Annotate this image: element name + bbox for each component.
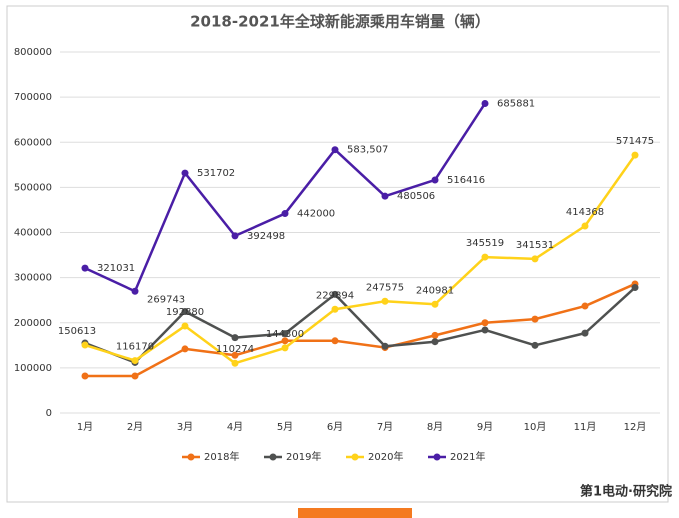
point: [431, 300, 439, 308]
point: [331, 146, 339, 154]
point: [381, 297, 389, 305]
legend-label: 2020年: [368, 450, 403, 463]
data-label: 480506: [397, 191, 435, 202]
point: [231, 334, 239, 342]
point: [131, 357, 139, 365]
data-label: 116170: [116, 342, 154, 353]
x-tick-label: 5月: [277, 421, 293, 433]
y-tick-label: 200000: [14, 318, 52, 329]
point: [381, 342, 389, 350]
x-tick-label: 2月: [127, 421, 143, 433]
legend-marker: [351, 453, 359, 461]
data-label: 229894: [316, 290, 354, 301]
series-line: [84, 154, 637, 365]
point: [181, 322, 189, 330]
x-tick-label: 12月: [624, 421, 647, 433]
legend-marker: [433, 453, 441, 461]
legend-label: 2019年: [286, 450, 321, 463]
series-line: [85, 282, 636, 378]
y-tick-label: 300000: [14, 273, 52, 284]
footer-logo: 第1电动·研究院: [580, 484, 672, 500]
point: [331, 305, 339, 313]
point: [231, 351, 239, 359]
y-tick-label: 100000: [14, 363, 52, 374]
data-label: 345519: [466, 238, 504, 249]
point: [131, 372, 139, 380]
legend-label: 2021年: [450, 450, 485, 463]
y-tick-label: 700000: [14, 92, 52, 103]
y-tick-label: 800000: [14, 47, 52, 58]
point: [81, 264, 89, 272]
data-label: 392498: [247, 231, 285, 242]
data-label: 341531: [516, 240, 554, 251]
legend-marker: [269, 453, 277, 461]
chart-border: [6, 5, 669, 503]
data-label: 240981: [416, 285, 454, 296]
y-tick-label: 400000: [14, 228, 52, 239]
y-tick-label: 600000: [14, 137, 52, 148]
data-label: 110274: [216, 344, 254, 355]
x-tick-label: 10月: [524, 421, 547, 433]
point: [181, 345, 189, 353]
data-label: 442000: [297, 209, 335, 220]
data-label: 192880: [166, 307, 204, 318]
y-tick-label: 500000: [14, 182, 52, 193]
point: [281, 210, 289, 218]
data-label: 144300: [266, 329, 304, 340]
series-line: [84, 286, 636, 364]
point: [581, 302, 589, 310]
point: [531, 255, 539, 263]
point: [381, 192, 389, 200]
data-label: 571475: [616, 136, 654, 147]
legend-marker: [187, 453, 195, 461]
point: [431, 176, 439, 184]
x-tick-label: 3月: [177, 421, 193, 433]
point: [181, 307, 189, 315]
bottom-bar: [298, 508, 412, 518]
point: [131, 287, 139, 295]
x-tick-label: 7月: [377, 421, 393, 433]
x-tick-label: 6月: [327, 421, 343, 433]
x-tick-label: 11月: [574, 421, 597, 433]
point: [181, 169, 189, 177]
point: [481, 319, 489, 327]
data-label: 583,507: [347, 145, 388, 156]
chart-title: 2018-2021年全球新能源乘用车销量（辆）: [190, 13, 490, 31]
point: [331, 290, 339, 298]
point: [281, 344, 289, 352]
point: [531, 341, 539, 349]
point: [281, 337, 289, 345]
point: [431, 331, 439, 339]
data-label: 321031: [97, 263, 135, 274]
data-label: 150613: [58, 326, 96, 337]
x-tick-label: 8月: [427, 421, 443, 433]
x-tick-label: 4月: [227, 421, 243, 433]
point: [81, 341, 89, 349]
point: [331, 337, 339, 345]
data-label: 531702: [197, 168, 235, 179]
data-label: 269743: [147, 294, 185, 305]
x-tick-label: 1月: [77, 421, 93, 433]
data-label: 247575: [366, 282, 404, 293]
point: [531, 315, 539, 323]
point: [281, 330, 289, 338]
point: [481, 253, 489, 261]
point: [231, 232, 239, 240]
point: [231, 359, 239, 367]
point: [481, 99, 489, 107]
data-label: 516416: [447, 175, 485, 186]
y-tick-label: 0: [46, 408, 52, 419]
point: [581, 329, 589, 337]
x-tick-label: 9月: [477, 421, 493, 433]
data-label: 685881: [497, 98, 535, 109]
point: [81, 372, 89, 380]
point: [631, 151, 639, 159]
point: [431, 338, 439, 346]
legend-label: 2018年: [204, 450, 239, 463]
data-label: 414368: [566, 207, 604, 218]
point: [581, 222, 589, 230]
point: [481, 326, 489, 334]
point: [631, 284, 639, 292]
